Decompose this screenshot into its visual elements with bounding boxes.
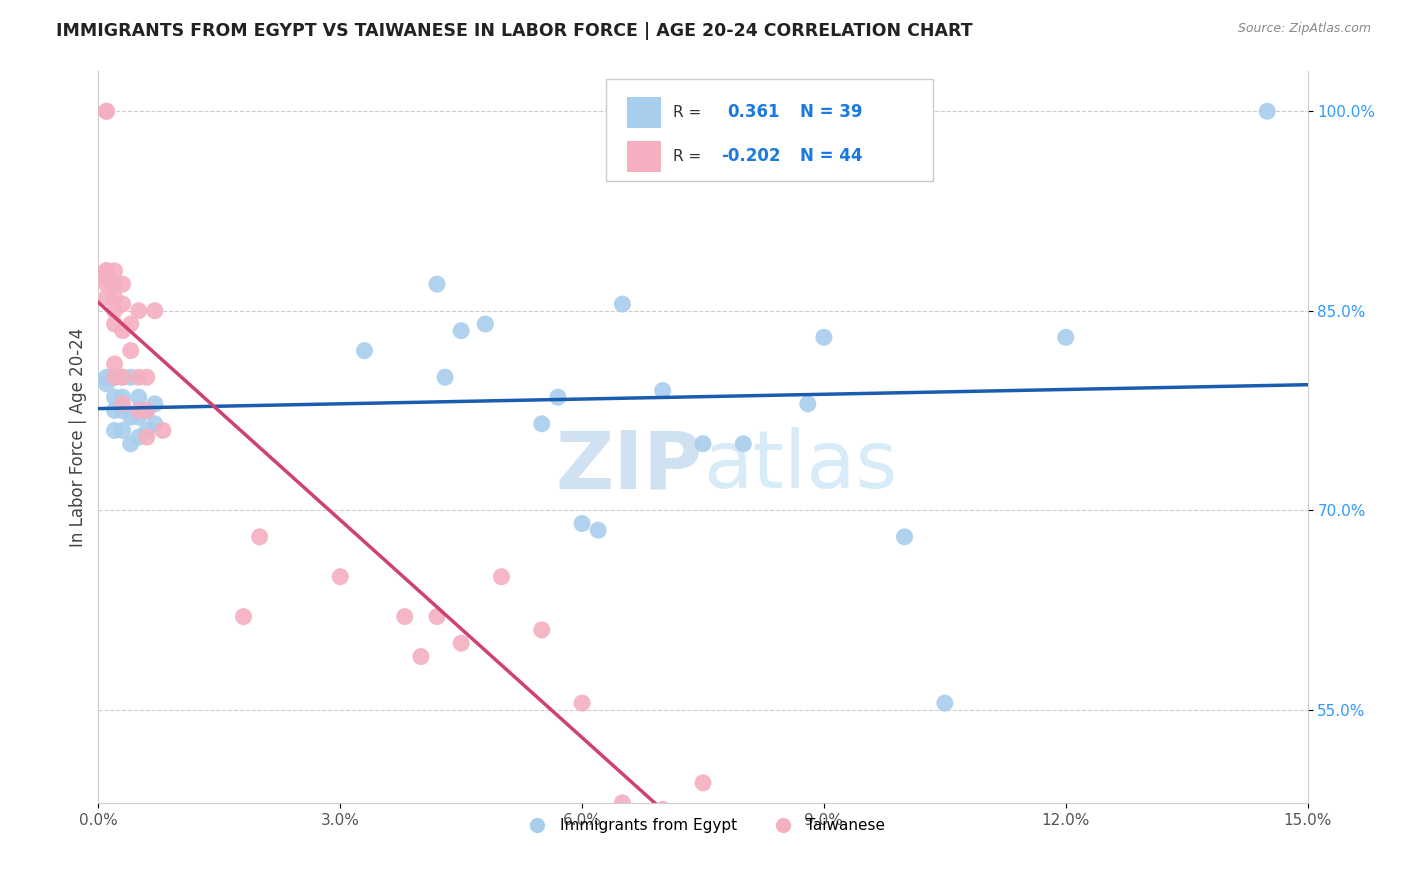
Point bbox=[135, 403, 157, 417]
Point bbox=[103, 277, 125, 292]
FancyBboxPatch shape bbox=[606, 78, 932, 181]
Legend: Immigrants from Egypt, Taiwanese: Immigrants from Egypt, Taiwanese bbox=[516, 812, 890, 839]
Point bbox=[96, 277, 118, 292]
Point bbox=[249, 530, 271, 544]
Point bbox=[111, 297, 134, 311]
Point bbox=[96, 104, 118, 119]
Point bbox=[434, 370, 457, 384]
Point bbox=[934, 696, 956, 710]
Point bbox=[96, 376, 118, 391]
Point bbox=[353, 343, 375, 358]
Point bbox=[530, 417, 553, 431]
Point bbox=[143, 417, 166, 431]
Text: 0.361: 0.361 bbox=[727, 103, 780, 121]
Y-axis label: In Labor Force | Age 20-24: In Labor Force | Age 20-24 bbox=[69, 327, 87, 547]
Point bbox=[143, 303, 166, 318]
Text: N = 39: N = 39 bbox=[800, 103, 862, 121]
Point bbox=[135, 370, 157, 384]
Point bbox=[135, 430, 157, 444]
Point bbox=[612, 796, 634, 810]
Text: Source: ZipAtlas.com: Source: ZipAtlas.com bbox=[1237, 22, 1371, 36]
Point bbox=[111, 370, 134, 384]
Point bbox=[152, 424, 174, 438]
Point bbox=[103, 357, 125, 371]
Point bbox=[96, 290, 118, 304]
Text: atlas: atlas bbox=[703, 427, 897, 506]
Point bbox=[135, 424, 157, 438]
Point bbox=[96, 270, 118, 285]
Point bbox=[733, 436, 755, 450]
Text: R =: R = bbox=[673, 105, 702, 120]
Point bbox=[120, 370, 142, 384]
Point bbox=[111, 403, 134, 417]
Point bbox=[426, 277, 449, 292]
Point bbox=[571, 696, 593, 710]
Point bbox=[692, 436, 714, 450]
Point bbox=[103, 403, 125, 417]
Point bbox=[409, 649, 432, 664]
Text: N = 44: N = 44 bbox=[800, 147, 862, 165]
Point bbox=[491, 570, 513, 584]
Point bbox=[103, 424, 125, 438]
Point bbox=[128, 390, 150, 404]
Point bbox=[651, 802, 673, 816]
Bar bbox=[627, 97, 661, 128]
Point bbox=[143, 397, 166, 411]
Point bbox=[120, 317, 142, 331]
Point bbox=[103, 390, 125, 404]
Point bbox=[103, 290, 125, 304]
Point bbox=[96, 264, 118, 278]
Point bbox=[571, 516, 593, 531]
Point bbox=[120, 343, 142, 358]
Point bbox=[135, 403, 157, 417]
Text: IMMIGRANTS FROM EGYPT VS TAIWANESE IN LABOR FORCE | AGE 20-24 CORRELATION CHART: IMMIGRANTS FROM EGYPT VS TAIWANESE IN LA… bbox=[56, 22, 973, 40]
Point bbox=[547, 390, 569, 404]
Point bbox=[1054, 330, 1077, 344]
Point bbox=[103, 303, 125, 318]
Point bbox=[111, 370, 134, 384]
Point bbox=[111, 390, 134, 404]
Point bbox=[103, 370, 125, 384]
Point bbox=[474, 317, 496, 331]
Point bbox=[450, 636, 472, 650]
Point bbox=[426, 609, 449, 624]
Point bbox=[450, 324, 472, 338]
Bar bbox=[627, 141, 661, 171]
Point bbox=[96, 264, 118, 278]
Point bbox=[96, 370, 118, 384]
Point bbox=[96, 104, 118, 119]
Point bbox=[128, 403, 150, 417]
Point bbox=[103, 264, 125, 278]
Point bbox=[128, 303, 150, 318]
Point bbox=[651, 384, 673, 398]
Point bbox=[394, 609, 416, 624]
Point bbox=[893, 530, 915, 544]
Point bbox=[120, 436, 142, 450]
Point bbox=[128, 370, 150, 384]
Point bbox=[111, 324, 134, 338]
Point bbox=[111, 277, 134, 292]
Point bbox=[530, 623, 553, 637]
Point bbox=[103, 370, 125, 384]
Point bbox=[103, 317, 125, 331]
Point bbox=[586, 523, 609, 537]
Point bbox=[96, 264, 118, 278]
Point bbox=[128, 430, 150, 444]
Point bbox=[128, 410, 150, 425]
Point bbox=[797, 397, 820, 411]
Point bbox=[111, 397, 134, 411]
Point bbox=[329, 570, 352, 584]
Text: R =: R = bbox=[673, 149, 702, 164]
Point bbox=[120, 410, 142, 425]
Text: -0.202: -0.202 bbox=[721, 147, 780, 165]
Point bbox=[692, 776, 714, 790]
Point bbox=[612, 297, 634, 311]
Point bbox=[232, 609, 254, 624]
Text: ZIP: ZIP bbox=[555, 427, 703, 506]
Point bbox=[111, 424, 134, 438]
Point bbox=[813, 330, 835, 344]
Point bbox=[96, 264, 118, 278]
Point bbox=[1256, 104, 1278, 119]
